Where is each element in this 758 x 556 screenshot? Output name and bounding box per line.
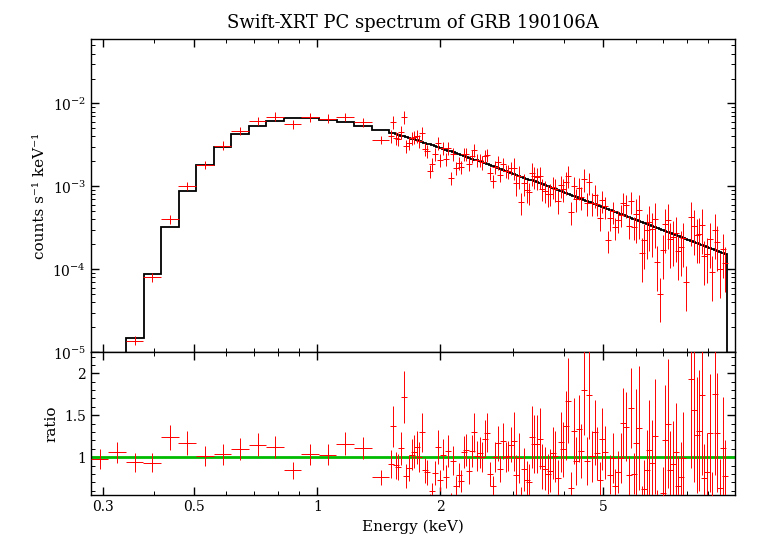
X-axis label: Energy (keV): Energy (keV)	[362, 519, 464, 534]
Y-axis label: counts s⁻¹ keV⁻¹: counts s⁻¹ keV⁻¹	[33, 132, 47, 259]
Y-axis label: ratio: ratio	[45, 405, 58, 442]
Title: Swift-XRT PC spectrum of GRB 190106A: Swift-XRT PC spectrum of GRB 190106A	[227, 14, 599, 32]
